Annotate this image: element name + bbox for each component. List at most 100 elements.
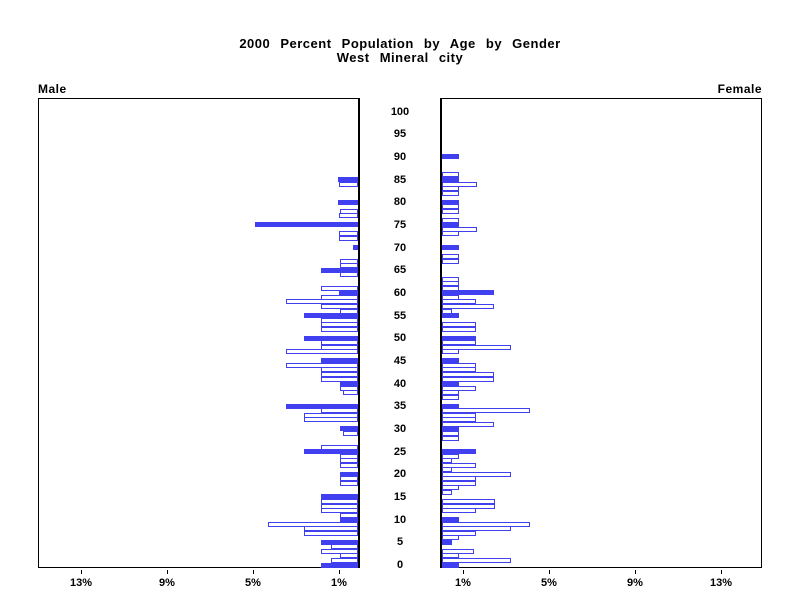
female-bars-panel — [440, 98, 762, 568]
female-panel-label: Female — [717, 82, 762, 96]
female-bar-age-58 — [442, 299, 476, 304]
age-tick-label-65: 65 — [393, 264, 407, 276]
male-pct-tick-label-5: 5% — [245, 577, 261, 589]
age-tick-label-85: 85 — [393, 174, 407, 186]
female-bar-age-10 — [442, 517, 459, 522]
female-pct-tick-label-9: 9% — [627, 577, 643, 589]
male-pct-tick-label-9: 9% — [159, 577, 175, 589]
female-bar-age-25 — [442, 449, 476, 454]
female-bar-age-63 — [442, 277, 459, 282]
age-tick-label-100: 100 — [390, 106, 410, 118]
female-bar-age-33 — [442, 413, 476, 418]
male-bar-age-44 — [286, 363, 358, 368]
female-bar-age-82 — [442, 191, 459, 196]
age-tick-label-50: 50 — [393, 332, 407, 344]
male-bar-age-54 — [321, 318, 358, 323]
female-bar-age-34 — [442, 408, 530, 413]
male-bar-age-1 — [331, 558, 358, 563]
male-bar-age-20 — [340, 472, 358, 477]
age-tick-label-25: 25 — [393, 446, 407, 458]
male-bar-age-3 — [321, 549, 358, 554]
male-bar-age-61 — [321, 286, 358, 291]
female-bar-age-70 — [442, 245, 459, 250]
age-tick-label-80: 80 — [393, 196, 407, 208]
male-pct-tick-13 — [81, 570, 82, 574]
female-bar-age-80 — [442, 200, 459, 205]
male-pct-tick-label-13: 13% — [69, 577, 93, 589]
female-bar-age-84 — [442, 182, 477, 187]
male-panel-label: Male — [38, 82, 67, 96]
male-pct-tick-9 — [167, 570, 168, 574]
male-bar-age-48 — [321, 345, 358, 350]
male-bar-age-5 — [321, 540, 358, 545]
age-tick-label-45: 45 — [393, 355, 407, 367]
male-bar-age-29 — [343, 431, 358, 436]
female-bar-age-13 — [442, 504, 495, 509]
age-tick-label-30: 30 — [393, 423, 407, 435]
male-pct-tick-1 — [339, 570, 340, 574]
male-bar-age-18 — [340, 481, 358, 486]
male-bar-age-41 — [321, 377, 358, 382]
female-pct-tick-label-13: 13% — [709, 577, 733, 589]
female-bar-age-68 — [442, 254, 459, 259]
male-bar-age-84 — [339, 182, 358, 187]
female-bar-age-42 — [442, 372, 494, 377]
age-tick-label-95: 95 — [393, 128, 407, 140]
male-bar-age-78 — [340, 209, 358, 214]
female-bar-age-50 — [442, 336, 476, 341]
female-pct-tick-label-1: 1% — [455, 577, 471, 589]
female-bar-age-29 — [442, 431, 459, 436]
male-bar-age-11 — [340, 513, 358, 518]
female-bar-age-76 — [442, 218, 459, 223]
female-pct-tick-1 — [463, 570, 464, 574]
female-pct-tick-5 — [549, 570, 550, 574]
age-tick-label-10: 10 — [393, 514, 407, 526]
female-bar-age-60 — [442, 290, 494, 295]
female-bar-age-45 — [442, 358, 459, 363]
male-bar-age-15 — [321, 494, 358, 499]
male-bar-age-42 — [321, 372, 358, 377]
age-tick-label-35: 35 — [393, 400, 407, 412]
female-bar-age-37 — [442, 395, 459, 400]
female-bar-age-24 — [442, 454, 459, 459]
female-bar-age-39 — [442, 386, 476, 391]
male-bar-age-55 — [304, 313, 358, 318]
male-bar-age-22 — [340, 463, 358, 468]
female-bar-age-85 — [442, 177, 459, 182]
male-pct-tick-label-1: 1% — [331, 577, 347, 589]
age-tick-label-60: 60 — [393, 287, 407, 299]
male-bar-age-14 — [321, 499, 358, 504]
female-pct-tick-9 — [635, 570, 636, 574]
male-bar-age-65 — [321, 268, 358, 273]
female-bar-age-28 — [442, 436, 459, 441]
male-bar-age-9 — [268, 522, 358, 527]
female-bar-age-1 — [442, 558, 511, 563]
female-bar-age-3 — [442, 549, 474, 554]
female-bar-age-22 — [442, 463, 476, 468]
male-bar-age-7 — [304, 531, 358, 536]
male-bar-age-70 — [353, 245, 358, 250]
male-bar-age-0 — [321, 563, 358, 568]
female-pct-tick-13 — [721, 570, 722, 574]
chart-title: 2000 Percent Population by Age by Gender — [239, 36, 561, 51]
age-tick-label-20: 20 — [393, 468, 407, 480]
male-bar-age-72 — [339, 236, 358, 241]
female-bar-age-57 — [442, 304, 494, 309]
female-bar-age-61 — [442, 286, 459, 291]
age-tick-label-75: 75 — [393, 219, 407, 231]
chart-subtitle: West Mineral city — [336, 50, 464, 65]
male-bar-age-26 — [321, 445, 358, 450]
male-bar-age-50 — [304, 336, 358, 341]
male-bar-age-85 — [338, 177, 358, 182]
male-bars-panel — [38, 98, 360, 568]
female-bar-age-20 — [442, 472, 511, 477]
male-bar-age-33 — [304, 413, 358, 418]
female-bar-age-35 — [442, 404, 459, 409]
age-tick-label-5: 5 — [396, 536, 404, 548]
male-bar-age-75 — [255, 222, 358, 227]
male-bar-age-30 — [340, 426, 358, 431]
age-tick-label-70: 70 — [393, 242, 407, 254]
female-bar-age-16 — [442, 490, 452, 495]
age-tick-label-40: 40 — [393, 378, 407, 390]
